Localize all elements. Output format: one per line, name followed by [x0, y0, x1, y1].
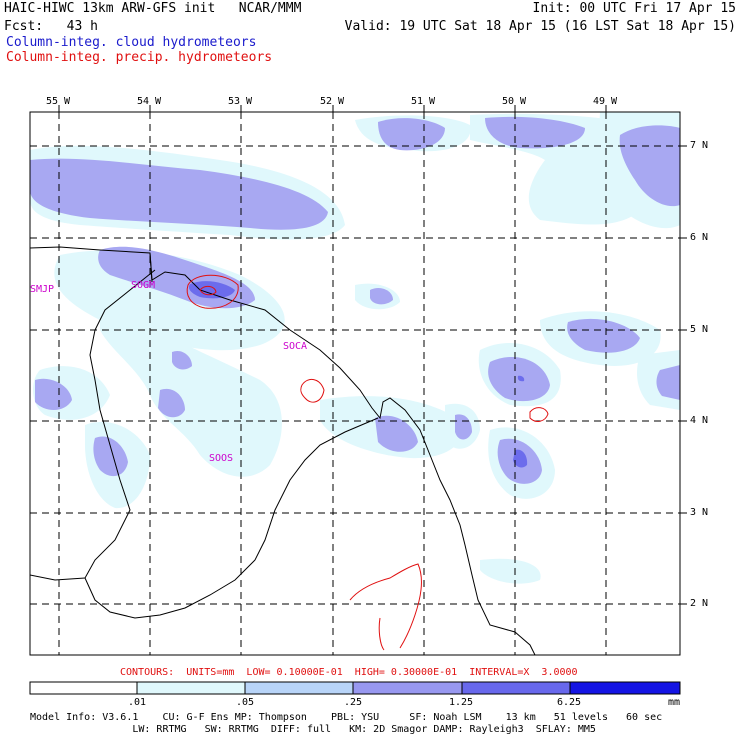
lat-label: 6 N [690, 232, 709, 243]
cloud-field-label: Column-integ. cloud hydrometeors [6, 35, 257, 50]
border-suriname-fg [149, 252, 153, 283]
station-label: SMJP [30, 284, 55, 295]
lat-label: 5 N [690, 324, 709, 335]
cloud-shading-dark [188, 281, 528, 468]
map-frame [29, 111, 681, 656]
lon-label: 53 W [228, 96, 253, 107]
cloud-shading-medium [30, 116, 680, 484]
lon-label: 51 W [411, 96, 436, 107]
lat-label: 7 N [690, 140, 709, 151]
colorbar-tick: .25 [344, 697, 363, 708]
colorbar-units: mm [668, 697, 681, 708]
precip-contour [199, 285, 217, 296]
forecast-hour: Fcst: 43 h [4, 19, 98, 34]
init-time: Init: 00 UTC Fri 17 Apr 15 [532, 1, 737, 16]
colorbar-bin [136, 681, 246, 695]
precip-contour [349, 563, 422, 651]
colorbar-tick: 6.25 [557, 697, 582, 708]
colorbar-tick: .05 [236, 697, 255, 708]
coastlines [30, 246, 536, 655]
lat-label: 3 N [690, 507, 709, 518]
border-line [84, 269, 379, 619]
station-label: SOGM [131, 280, 156, 291]
model-info-line2: LW: RRTMG SW: RRTMG DIFF: full KM: 2D Sm… [30, 724, 596, 735]
lon-label: 54 W [137, 96, 162, 107]
lon-label: 49 W [593, 96, 618, 107]
precip-contour [300, 378, 325, 403]
axis-ticks [58, 105, 687, 605]
colorbar-tick: 1.25 [449, 697, 474, 708]
precip-contours [186, 274, 549, 651]
colorbar-bin [569, 681, 681, 695]
colorbar-bin [244, 681, 354, 695]
lon-label: 50 W [502, 96, 527, 107]
colorbar-bin [461, 681, 571, 695]
precip-contour [186, 274, 239, 309]
colorbar [29, 681, 681, 695]
coast-line [30, 246, 536, 655]
colorbar-bin [352, 681, 463, 695]
lat-label: 2 N [690, 598, 709, 609]
valid-time: Valid: 19 UTC Sat 18 Apr 15 (16 LST Sat … [344, 19, 736, 34]
lon-label: 52 W [320, 96, 345, 107]
lon-label: 55 W [46, 96, 71, 107]
station-label: SOCA [283, 341, 308, 352]
lat-label: 4 N [690, 415, 709, 426]
contour-info: CONTOURS: UNITS=mm LOW= 0.10000E-01 HIGH… [120, 667, 578, 678]
border-line-west [30, 574, 86, 581]
colorbar-tick: .01 [128, 697, 147, 708]
station-label: SOOS [209, 453, 234, 464]
model-title: HAIC-HIWC 13km ARW-GFS init NCAR/MMM [4, 1, 302, 16]
precip-contour [529, 407, 549, 422]
precip-field-label: Column-integ. precip. hydrometeors [6, 50, 273, 65]
model-info-line1: Model Info: V3.6.1 CU: G-F Ens MP: Thomp… [30, 712, 663, 723]
colorbar-bin [29, 681, 138, 695]
graticule [30, 112, 680, 655]
